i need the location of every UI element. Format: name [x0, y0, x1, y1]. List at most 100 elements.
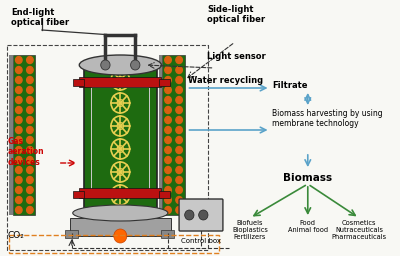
Circle shape [27, 57, 33, 63]
Circle shape [185, 210, 194, 220]
Circle shape [27, 126, 33, 133]
Bar [13, 55, 36, 215]
Circle shape [165, 176, 171, 184]
Circle shape [16, 57, 22, 63]
Circle shape [16, 106, 22, 113]
Bar [79, 188, 161, 198]
Circle shape [165, 207, 171, 214]
Bar [73, 79, 84, 86]
Bar [158, 55, 162, 215]
Circle shape [16, 67, 22, 73]
Bar [65, 230, 78, 238]
Bar [158, 191, 170, 198]
Circle shape [27, 197, 33, 204]
Text: Food
Animal food: Food Animal food [288, 220, 328, 233]
Circle shape [165, 136, 171, 144]
Circle shape [176, 77, 182, 83]
Circle shape [176, 67, 182, 73]
Circle shape [16, 197, 22, 204]
Circle shape [176, 197, 182, 204]
Circle shape [176, 176, 182, 184]
Circle shape [16, 146, 22, 154]
Bar [84, 65, 157, 208]
Circle shape [16, 116, 22, 123]
Text: Cosmetics
Nutraceuticals
Pharmaceuticals: Cosmetics Nutraceuticals Pharmaceuticals [332, 220, 387, 240]
Circle shape [176, 187, 182, 194]
Circle shape [27, 87, 33, 93]
Circle shape [16, 187, 22, 194]
Text: CO₂: CO₂ [8, 231, 24, 240]
Circle shape [101, 60, 110, 70]
Bar [73, 191, 84, 198]
Circle shape [16, 176, 22, 184]
Circle shape [165, 156, 171, 164]
Circle shape [176, 116, 182, 123]
Circle shape [165, 116, 171, 123]
Circle shape [16, 207, 22, 214]
Circle shape [176, 106, 182, 113]
Text: Control box: Control box [181, 238, 221, 244]
Circle shape [16, 97, 22, 103]
Circle shape [16, 77, 22, 83]
Circle shape [27, 136, 33, 144]
Circle shape [199, 210, 208, 220]
Circle shape [176, 156, 182, 164]
Circle shape [176, 126, 182, 133]
Circle shape [176, 146, 182, 154]
Circle shape [176, 57, 182, 63]
Text: End-light
optical fiber: End-light optical fiber [11, 8, 69, 27]
Text: Side-light
optical fiber: Side-light optical fiber [207, 5, 265, 24]
Bar [162, 55, 185, 215]
Bar [161, 230, 174, 238]
Circle shape [27, 176, 33, 184]
Bar [70, 218, 171, 236]
Circle shape [27, 166, 33, 174]
Circle shape [176, 97, 182, 103]
Bar [92, 87, 149, 195]
Ellipse shape [73, 205, 168, 221]
Circle shape [176, 207, 182, 214]
Circle shape [16, 166, 22, 174]
Circle shape [165, 197, 171, 204]
Circle shape [176, 87, 182, 93]
Circle shape [165, 87, 171, 93]
Text: Gas
aeration
devices: Gas aeration devices [8, 137, 44, 167]
Bar [9, 55, 13, 215]
Text: Filtrate: Filtrate [272, 81, 308, 91]
Circle shape [130, 60, 140, 70]
Text: Water recycling: Water recycling [188, 76, 264, 85]
Circle shape [16, 156, 22, 164]
Circle shape [165, 77, 171, 83]
Bar [79, 77, 161, 87]
Circle shape [27, 67, 33, 73]
Circle shape [27, 156, 33, 164]
Circle shape [176, 166, 182, 174]
Circle shape [27, 187, 33, 194]
Circle shape [165, 97, 171, 103]
Circle shape [16, 136, 22, 144]
Circle shape [27, 116, 33, 123]
Circle shape [27, 146, 33, 154]
Circle shape [176, 136, 182, 144]
Bar [8, 45, 208, 250]
Bar [158, 79, 170, 86]
Circle shape [27, 77, 33, 83]
Ellipse shape [79, 55, 161, 75]
Circle shape [114, 229, 127, 243]
FancyBboxPatch shape [179, 199, 223, 231]
Circle shape [165, 146, 171, 154]
Text: Biomass harvesting by using
membrane technology: Biomass harvesting by using membrane tec… [272, 109, 383, 128]
Bar [9, 235, 219, 253]
Text: Biomass: Biomass [283, 173, 332, 183]
Circle shape [165, 57, 171, 63]
Text: Biofuels
Bioplastics
Fertilizers: Biofuels Bioplastics Fertilizers [232, 220, 268, 240]
Circle shape [165, 67, 171, 73]
Circle shape [16, 87, 22, 93]
Circle shape [165, 106, 171, 113]
Circle shape [165, 187, 171, 194]
Circle shape [27, 97, 33, 103]
Text: Light sensor: Light sensor [207, 52, 266, 61]
Circle shape [27, 207, 33, 214]
Circle shape [27, 106, 33, 113]
Circle shape [165, 166, 171, 174]
